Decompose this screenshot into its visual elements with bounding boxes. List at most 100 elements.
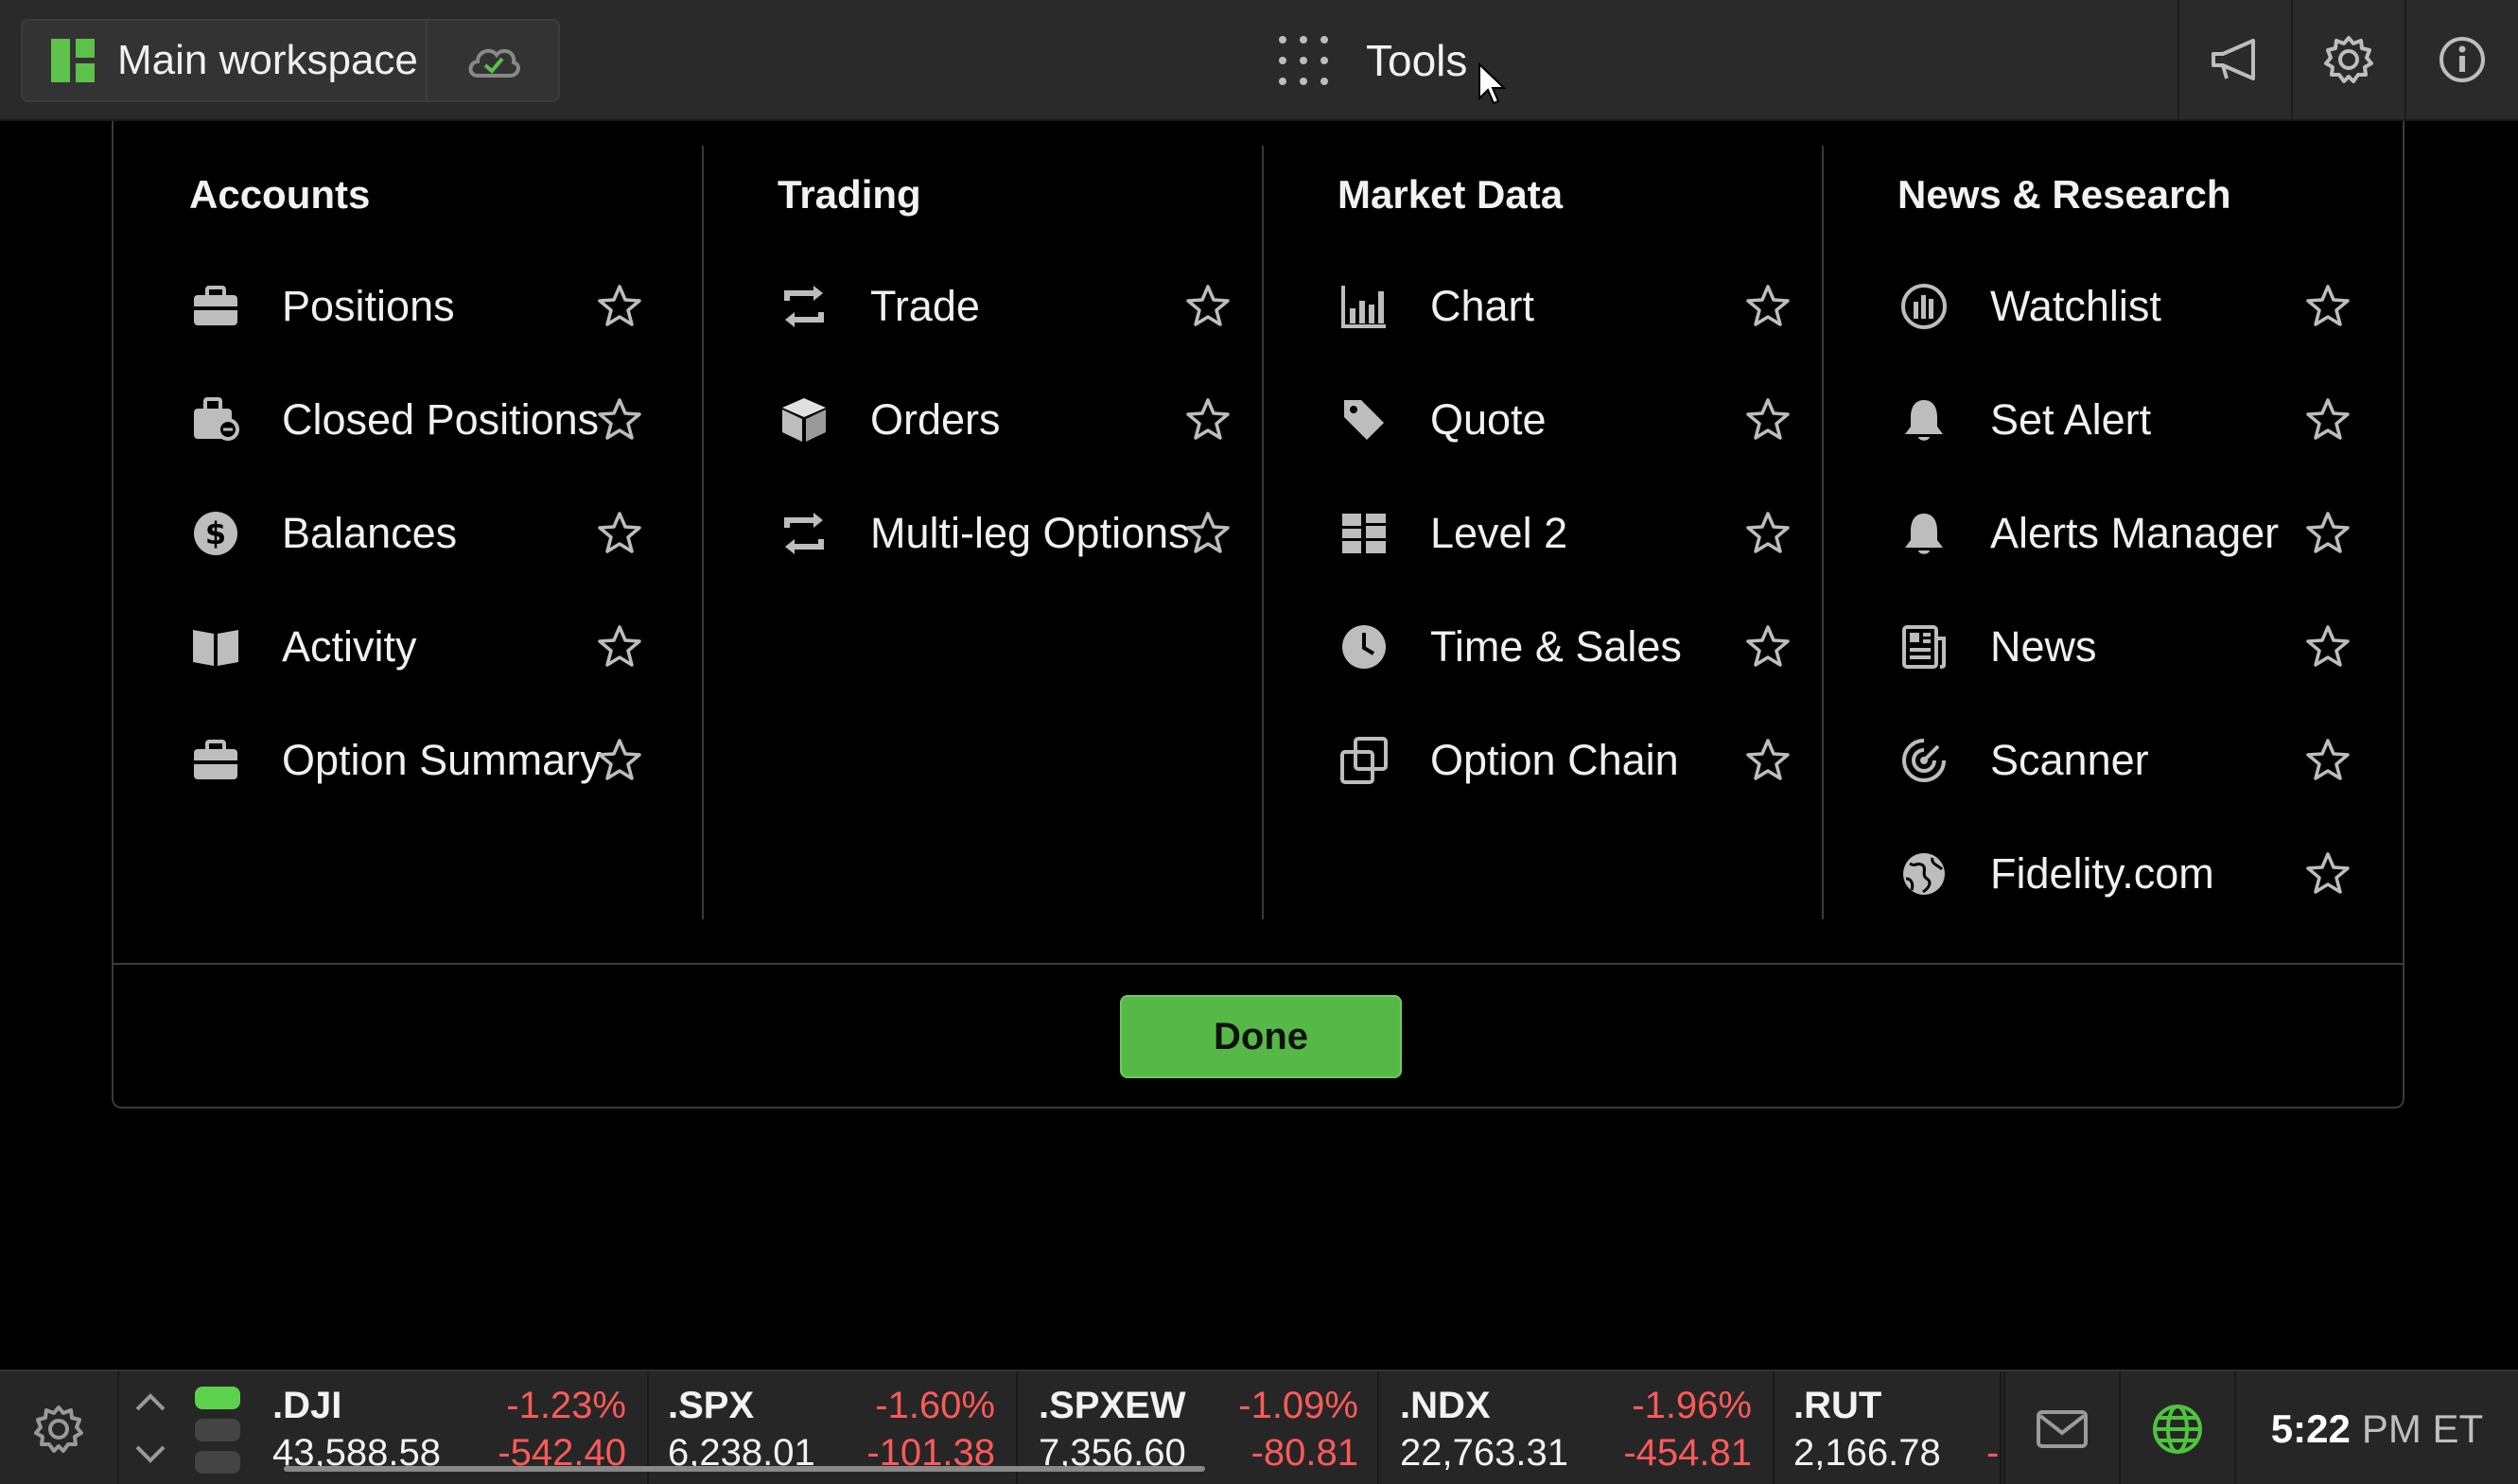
workspace-label: Main workspace xyxy=(117,37,418,83)
column-news-research: News & Research Watchlist Set Alert xyxy=(1822,146,2382,919)
favorite-star-icon[interactable] xyxy=(596,737,643,784)
tool-item-trade[interactable]: Trade xyxy=(778,250,1262,363)
ticker-percent: -1.96% xyxy=(1632,1385,1752,1426)
tool-item-time-and-sales[interactable]: Time & Sales xyxy=(1338,590,1822,704)
chevron-down-icon[interactable] xyxy=(134,1443,166,1466)
tool-item-news[interactable]: News xyxy=(1897,590,2382,704)
dollar-icon: $ xyxy=(189,507,242,560)
tool-item-orders[interactable]: Orders xyxy=(778,363,1262,477)
tools-menu-button[interactable]: Tools xyxy=(1277,19,1467,102)
done-button[interactable]: Done xyxy=(1120,995,1402,1078)
favorite-star-icon[interactable] xyxy=(1184,510,1232,557)
page-dot xyxy=(195,1419,240,1441)
scanner-icon xyxy=(1897,734,1950,787)
favorite-star-icon[interactable] xyxy=(596,623,643,671)
tool-item-option-chain[interactable]: Option Chain xyxy=(1338,704,1822,817)
tool-item-label: Level 2 xyxy=(1430,509,1568,557)
chart-icon xyxy=(1338,280,1390,333)
tool-item-label: Balances xyxy=(282,509,458,557)
favorite-star-icon[interactable] xyxy=(2304,737,2352,784)
tool-item-label: Scanner xyxy=(1990,736,2149,784)
tool-item-alerts-manager[interactable]: Alerts Manager xyxy=(1897,477,2382,590)
tool-item-multi-leg-options[interactable]: Multi-leg Options xyxy=(778,477,1262,590)
tool-item-closed-positions[interactable]: Closed Positions xyxy=(189,363,702,477)
favorite-star-icon[interactable] xyxy=(2304,396,2352,444)
gear-icon xyxy=(2324,36,2373,83)
tools-columns: Accounts Positions Closed Positions $ xyxy=(114,146,2403,919)
favorite-star-icon[interactable] xyxy=(2304,623,2352,671)
tool-item-set-alert[interactable]: Set Alert xyxy=(1897,363,2382,477)
favorite-star-icon[interactable] xyxy=(1744,623,1792,671)
settings-button[interactable] xyxy=(2291,0,2404,119)
favorite-star-icon[interactable] xyxy=(2304,510,2352,557)
tool-item-label: Option Chain xyxy=(1430,736,1679,784)
favorite-star-icon[interactable] xyxy=(596,283,643,330)
tools-label: Tools xyxy=(1366,36,1468,85)
favorite-star-icon[interactable] xyxy=(1744,737,1792,784)
svg-text:$: $ xyxy=(205,515,226,551)
tool-item-label: Multi-leg Options xyxy=(870,509,1190,557)
tool-item-label: Activity xyxy=(282,622,417,671)
ticker-change: - xyxy=(1986,1432,2000,1474)
tool-item-fidelity-com[interactable]: Fidelity.com xyxy=(1897,817,2382,931)
tool-item-label: Time & Sales xyxy=(1430,622,1682,671)
favorite-star-icon[interactable] xyxy=(596,396,643,444)
megaphone-icon xyxy=(2212,39,2255,80)
ticker-settings-button[interactable] xyxy=(0,1371,119,1484)
ticker-scroll-arrows xyxy=(121,1371,178,1484)
favorite-star-icon[interactable] xyxy=(1184,283,1232,330)
ticker-symbol: .RUT xyxy=(1793,1385,1882,1426)
cloud-sync-button[interactable] xyxy=(428,19,560,102)
ticker-rut[interactable]: .RUT 2,166.78 - xyxy=(1776,1371,2002,1484)
workspace-button[interactable]: Main workspace xyxy=(21,19,428,102)
ticker-change: -80.81 xyxy=(1250,1432,1358,1474)
tool-item-option-summary[interactable]: Option Summary xyxy=(189,704,702,817)
favorite-star-icon[interactable] xyxy=(1184,396,1232,444)
info-button[interactable] xyxy=(2404,0,2518,119)
tool-item-label: Quote xyxy=(1430,395,1547,444)
column-market-data: Market Data Chart Quote Level 2 xyxy=(1262,146,1822,919)
briefcase-closed-icon xyxy=(189,393,242,446)
ticker-ndx[interactable]: .NDX -1.96% 22,763.31 -454.81 xyxy=(1381,1371,1775,1484)
ticker-symbol: .SPXEW xyxy=(1039,1385,1186,1426)
favorite-star-icon[interactable] xyxy=(1744,283,1792,330)
messages-button[interactable] xyxy=(2003,1371,2119,1484)
column-accounts: Accounts Positions Closed Positions $ xyxy=(114,146,702,919)
favorite-star-icon[interactable] xyxy=(1744,510,1792,557)
briefcase-icon xyxy=(189,734,242,787)
favorite-star-icon[interactable] xyxy=(1744,396,1792,444)
clock-time: 5:22 xyxy=(2270,1405,2351,1451)
ticker-scrollbar[interactable] xyxy=(284,1466,1205,1472)
tool-item-level-2[interactable]: Level 2 xyxy=(1338,477,1822,590)
tool-item-activity[interactable]: Activity xyxy=(189,590,702,704)
ticker-page-indicator xyxy=(189,1387,246,1481)
favorite-star-icon[interactable] xyxy=(2304,283,2352,330)
tool-item-scanner[interactable]: Scanner xyxy=(1897,704,2382,817)
favorite-star-icon[interactable] xyxy=(596,510,643,557)
tool-item-balances[interactable]: $ Balances xyxy=(189,477,702,590)
ticker-price: 2,166.78 xyxy=(1793,1432,1941,1474)
tool-item-label: Closed Positions xyxy=(282,395,600,444)
tool-item-label: News xyxy=(1990,622,2097,671)
grid-dots-icon xyxy=(1279,36,1328,85)
page-dot-active xyxy=(195,1387,240,1409)
announcements-button[interactable] xyxy=(2177,0,2291,119)
panel-divider xyxy=(114,963,2403,965)
option-chain-icon xyxy=(1338,734,1390,787)
workspace-group: Main workspace xyxy=(21,19,560,102)
column-trading: Trading Trade Orders Multi-leg Optio xyxy=(702,146,1262,919)
connection-status-button[interactable] xyxy=(2119,1371,2234,1484)
top-toolbar: Main workspace Tools xyxy=(0,0,2518,121)
chevron-up-icon[interactable] xyxy=(134,1390,166,1413)
tool-item-positions[interactable]: Positions xyxy=(189,250,702,363)
tool-item-quote[interactable]: Quote xyxy=(1338,363,1822,477)
bottom-right-status: 5:22 PM ET xyxy=(2003,1371,2518,1484)
tool-item-label: Orders xyxy=(870,395,1001,444)
tool-item-chart[interactable]: Chart xyxy=(1338,250,1822,363)
workspace-layout-icon xyxy=(49,37,96,84)
favorite-star-icon[interactable] xyxy=(2304,850,2352,898)
ticker-symbol: .NDX xyxy=(1400,1385,1491,1426)
tools-panel: Accounts Positions Closed Positions $ xyxy=(112,121,2404,1109)
newspaper-icon xyxy=(1897,620,1950,673)
tool-item-watchlist[interactable]: Watchlist xyxy=(1897,250,2382,363)
